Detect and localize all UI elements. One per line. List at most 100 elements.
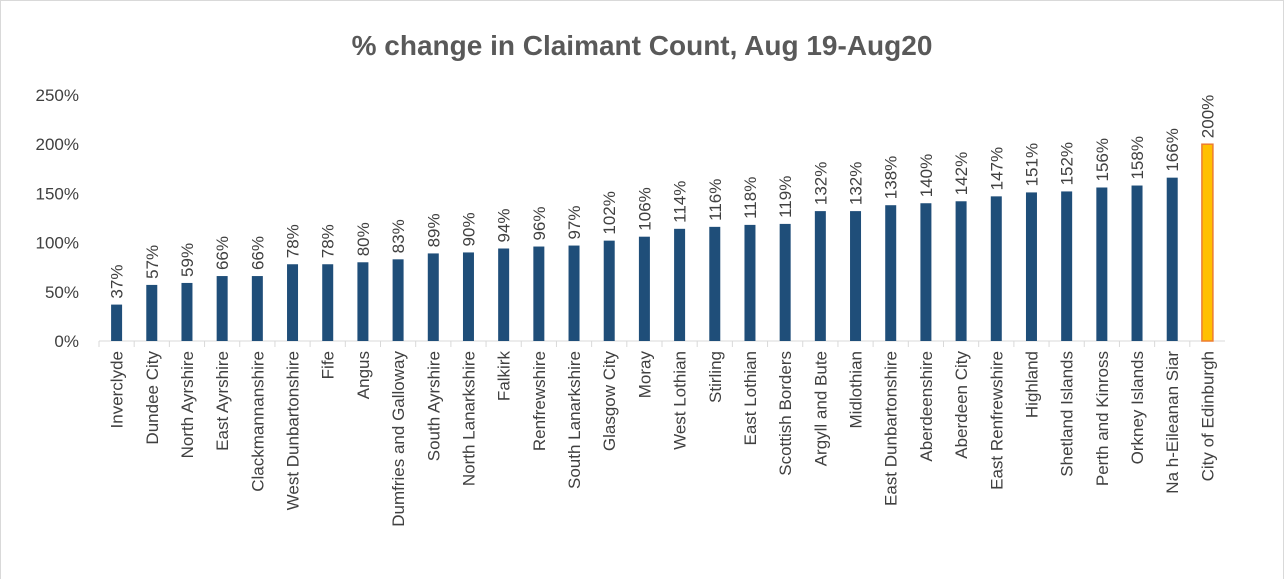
x-tick-label: Na h-Eileanan Siar	[1163, 351, 1182, 494]
bar	[885, 205, 897, 341]
data-label: 97%	[565, 206, 584, 240]
data-label: 132%	[811, 162, 830, 205]
bar	[568, 245, 580, 341]
y-tick-label: 150%	[36, 184, 79, 203]
y-tick-label: 250%	[36, 86, 79, 105]
bar	[779, 223, 791, 341]
x-tick-label: Highland	[1022, 351, 1041, 418]
x-tick-label: East Renfrewshire	[987, 351, 1006, 490]
data-label: 138%	[882, 156, 901, 199]
bar	[251, 276, 263, 341]
data-label: 94%	[495, 208, 514, 242]
x-tick-label: Aberdeenshire	[917, 351, 936, 462]
x-tick-label: West Lothian	[671, 351, 690, 450]
x-tick-label: Renfrewshire	[530, 351, 549, 451]
bar	[1096, 187, 1108, 341]
data-label: 119%	[776, 176, 795, 218]
data-label: 114%	[671, 181, 690, 223]
data-label: 166%	[1163, 128, 1182, 171]
bar	[1166, 177, 1178, 341]
data-label: 59%	[178, 243, 197, 277]
bar	[920, 203, 932, 341]
x-tick-label: Perth and Kinross	[1093, 351, 1112, 486]
x-tick-label: Aberdeen City	[952, 351, 971, 459]
chart-title: % change in Claimant Count, Aug 19-Aug20	[352, 30, 933, 61]
bar	[1131, 185, 1143, 341]
x-tick-label: Fife	[319, 351, 338, 379]
bar	[392, 259, 404, 341]
data-label: 147%	[987, 147, 1006, 190]
bar	[287, 264, 299, 341]
data-label: 102%	[600, 191, 619, 234]
x-tick-label: Orkney Islands	[1128, 351, 1147, 464]
x-tick-label: Stirling	[706, 351, 725, 403]
x-tick-label: Falkirk	[495, 351, 514, 402]
x-tick-label: South Lanarkshire	[565, 351, 584, 489]
x-tick-label: East Ayrshire	[213, 351, 232, 451]
x-tick-label: Inverclyde	[108, 351, 127, 428]
data-label: 142%	[952, 152, 971, 195]
bar	[533, 246, 545, 341]
y-tick-label: 0%	[54, 332, 79, 351]
x-tick-label: Midlothian	[847, 351, 866, 429]
data-label: 158%	[1128, 136, 1147, 179]
x-tick-label: North Lanarkshire	[459, 351, 478, 486]
bar	[744, 224, 756, 341]
data-label: 152%	[1058, 142, 1077, 185]
data-label: 83%	[389, 219, 408, 253]
bar	[1201, 143, 1214, 342]
bar	[1025, 192, 1037, 341]
bar	[498, 248, 510, 341]
bar	[990, 196, 1002, 341]
data-label: 90%	[459, 212, 478, 246]
x-tick-label: Clackmannanshire	[248, 351, 267, 492]
x-tick-label: Angus	[354, 351, 373, 399]
data-label: 116%	[706, 179, 725, 221]
x-tick-label: South Ayrshire	[424, 351, 443, 461]
x-tick-label: West Dunbartonshire	[284, 351, 303, 510]
x-tick-label: Scottish Borders	[776, 351, 795, 476]
data-label: 78%	[319, 224, 338, 258]
bar	[638, 236, 650, 341]
data-label: 80%	[354, 222, 373, 256]
bar	[181, 282, 193, 341]
y-tick-label: 50%	[45, 283, 79, 302]
data-label: 66%	[248, 236, 267, 270]
bar	[462, 252, 474, 341]
data-label: 200%	[1198, 95, 1217, 138]
data-label: 156%	[1093, 138, 1112, 181]
x-tick-label: East Lothian	[741, 351, 760, 446]
x-tick-label: City of Edinburgh	[1198, 351, 1217, 481]
bar	[1061, 191, 1073, 341]
bar	[111, 304, 123, 341]
bar	[322, 264, 334, 341]
x-tick-label: North Ayrshire	[178, 351, 197, 458]
data-label: 37%	[108, 265, 127, 299]
data-label: 140%	[917, 154, 936, 197]
x-tick-label: Argyll and Bute	[811, 351, 830, 466]
bar	[603, 240, 615, 341]
y-tick-label: 200%	[36, 135, 79, 154]
y-tick-label: 100%	[36, 234, 79, 253]
bar	[850, 211, 862, 341]
data-label: 78%	[284, 224, 303, 258]
data-label: 118%	[741, 177, 760, 219]
data-label: 132%	[847, 162, 866, 205]
x-tick-label: Moray	[635, 351, 654, 399]
bar	[955, 201, 967, 341]
bar	[146, 284, 158, 341]
data-label: 151%	[1022, 143, 1041, 186]
x-tick-label: Dumfries and Galloway	[389, 351, 408, 527]
bar	[216, 276, 228, 341]
data-label: 89%	[424, 213, 443, 247]
bar	[427, 253, 439, 341]
data-label: 106%	[635, 187, 654, 230]
bar	[674, 228, 686, 341]
bar	[709, 226, 721, 341]
x-tick-label: Shetland Islands	[1058, 351, 1077, 477]
data-label: 96%	[530, 207, 549, 241]
x-tick-label: Dundee City	[143, 351, 162, 445]
bar	[357, 262, 369, 341]
x-tick-label: Glasgow City	[600, 351, 619, 452]
